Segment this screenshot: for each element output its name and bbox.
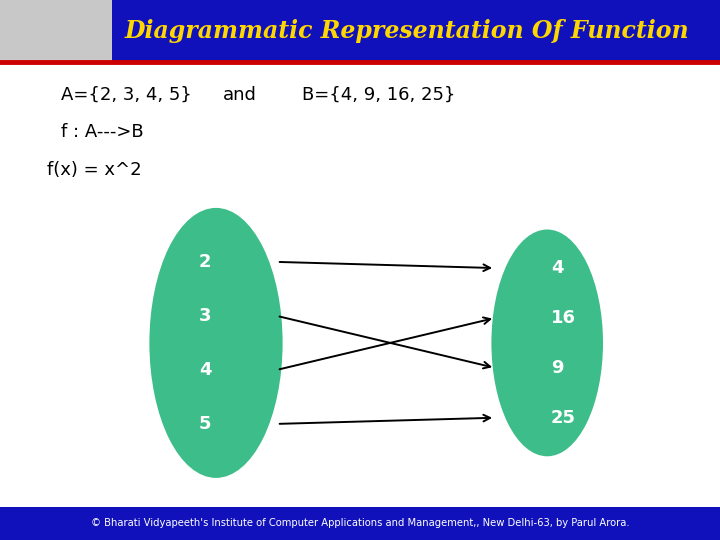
Text: f : A--->B: f : A--->B <box>61 123 144 141</box>
Text: 3: 3 <box>199 307 212 325</box>
Bar <box>0 0 112 62</box>
Text: f(x) = x^2: f(x) = x^2 <box>47 161 141 179</box>
Text: 9: 9 <box>551 359 563 377</box>
Text: 16: 16 <box>551 309 576 327</box>
Text: 25: 25 <box>551 409 576 427</box>
Text: Diagrammatic Representation Of Function: Diagrammatic Representation Of Function <box>125 19 689 43</box>
Bar <box>0 507 720 540</box>
Ellipse shape <box>150 208 283 478</box>
Text: and: and <box>223 85 257 104</box>
Text: 2: 2 <box>199 253 212 271</box>
Text: 5: 5 <box>199 415 212 433</box>
Text: A={2, 3, 4, 5}: A={2, 3, 4, 5} <box>61 85 192 104</box>
Bar <box>0 0 720 62</box>
Text: © Bharati Vidyapeeth's Institute of Computer Applications and Management,, New D: © Bharati Vidyapeeth's Institute of Comp… <box>91 518 629 528</box>
Text: 4: 4 <box>199 361 212 379</box>
Text: 4: 4 <box>551 259 563 277</box>
Ellipse shape <box>492 230 603 456</box>
Text: B={4, 9, 16, 25}: B={4, 9, 16, 25} <box>302 85 456 104</box>
